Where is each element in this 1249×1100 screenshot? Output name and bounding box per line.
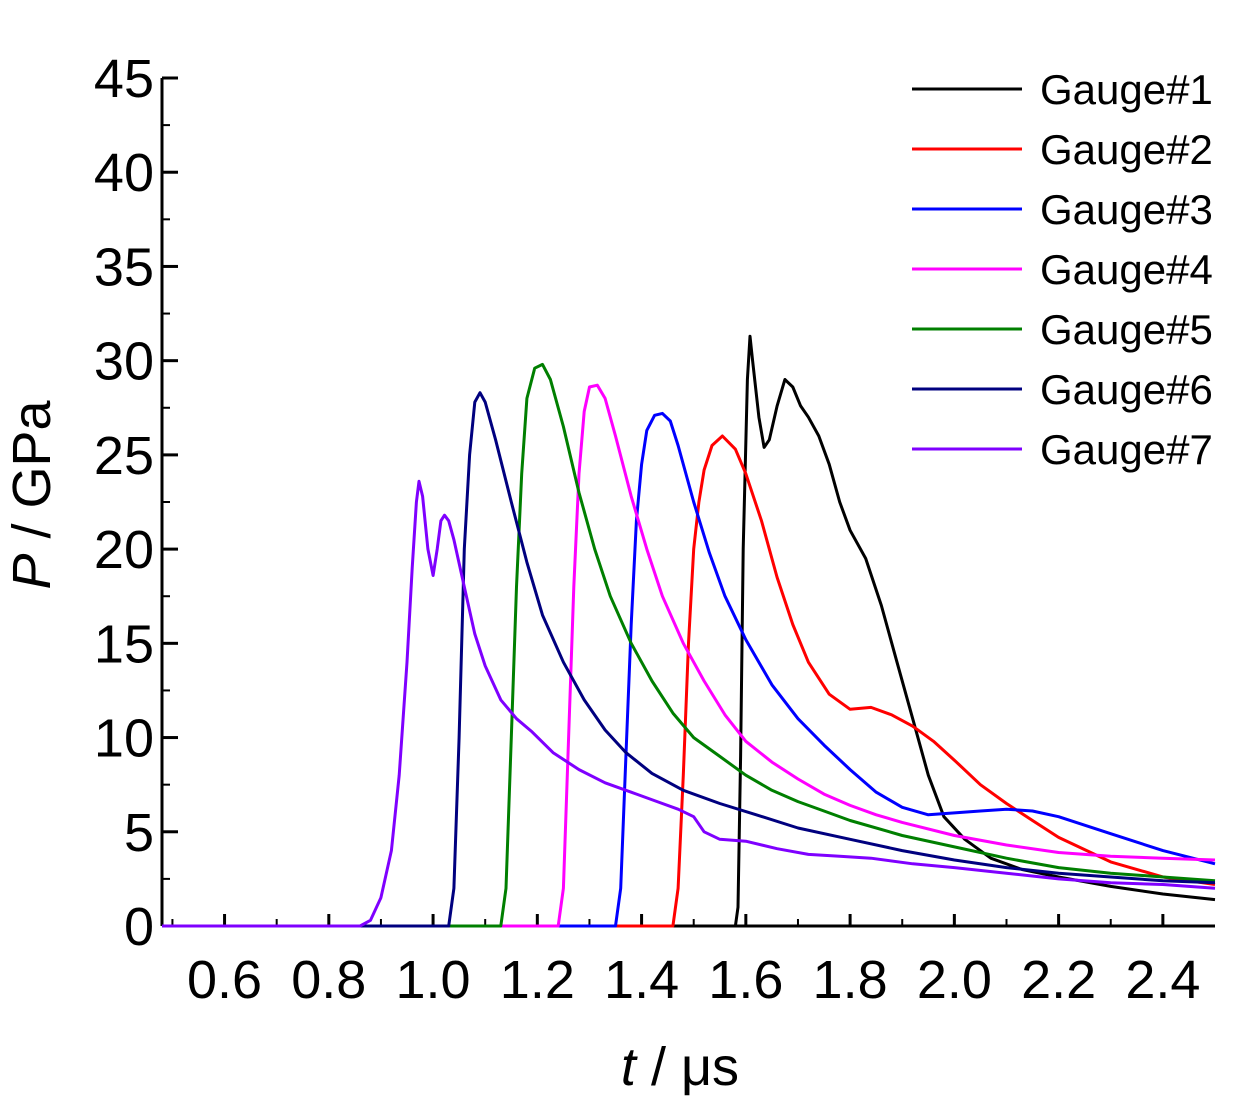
x-tick-label: 0.6 bbox=[187, 950, 262, 1010]
x-tick-label: 2.2 bbox=[1021, 950, 1096, 1010]
x-tick-label: 0.8 bbox=[291, 950, 366, 1010]
x-axis-title: t / μs bbox=[621, 1037, 739, 1097]
y-tick-label: 40 bbox=[94, 143, 154, 203]
x-tick-label: 2.4 bbox=[1125, 950, 1200, 1010]
legend-label: Gauge#1 bbox=[1040, 66, 1213, 113]
legend-label: Gauge#5 bbox=[1040, 306, 1213, 353]
series-line-gauge-3 bbox=[162, 411, 1216, 928]
y-tick-label: 15 bbox=[94, 614, 154, 674]
y-tick-label: 35 bbox=[94, 237, 154, 297]
series-line-gauge-6 bbox=[162, 391, 1216, 928]
y-axis-unit: / GPa bbox=[2, 399, 62, 553]
series-line-gauge-2 bbox=[162, 434, 1216, 928]
x-tick-label: 1.6 bbox=[708, 950, 783, 1010]
legend-label: Gauge#2 bbox=[1040, 126, 1213, 173]
x-axis-unit: / μs bbox=[636, 1037, 739, 1097]
x-tick-label: 1.2 bbox=[500, 950, 575, 1010]
legend-label: Gauge#4 bbox=[1040, 246, 1213, 293]
y-tick-label: 25 bbox=[94, 426, 154, 486]
legend: Gauge#1 Gauge#2 Gauge#3 Gauge#4 Gauge#5 Gauge… bbox=[912, 66, 1213, 473]
series-line-gauge-7 bbox=[162, 479, 1216, 928]
y-tick-label: 45 bbox=[94, 49, 154, 109]
legend-label: Gauge#7 bbox=[1040, 426, 1213, 473]
series-group bbox=[162, 334, 1216, 928]
y-tick-label: 20 bbox=[94, 520, 154, 580]
legend-label: Gauge#6 bbox=[1040, 366, 1213, 413]
x-axis: 0.6 0.8 1.0 1.2 1.4 1.6 1.8 2.0 2.2 2.4 bbox=[162, 914, 1215, 1010]
y-tick-label: 5 bbox=[124, 803, 154, 863]
y-tick-label: 10 bbox=[94, 709, 154, 769]
y-axis: 0 5 10 15 20 25 30 35 40 45 bbox=[94, 49, 178, 957]
y-axis-variable: P bbox=[2, 554, 62, 590]
x-tick-label: 1.0 bbox=[396, 950, 471, 1010]
y-axis-title: P / GPa bbox=[2, 399, 62, 589]
series-line-gauge-5 bbox=[162, 362, 1216, 928]
x-tick-label: 1.8 bbox=[813, 950, 888, 1010]
legend-label: Gauge#3 bbox=[1040, 186, 1213, 233]
y-tick-label: 0 bbox=[124, 897, 154, 957]
y-tick-label: 30 bbox=[94, 332, 154, 392]
x-axis-variable: t bbox=[621, 1037, 638, 1097]
x-tick-label: 1.4 bbox=[604, 950, 679, 1010]
x-tick-label: 2.0 bbox=[917, 950, 992, 1010]
